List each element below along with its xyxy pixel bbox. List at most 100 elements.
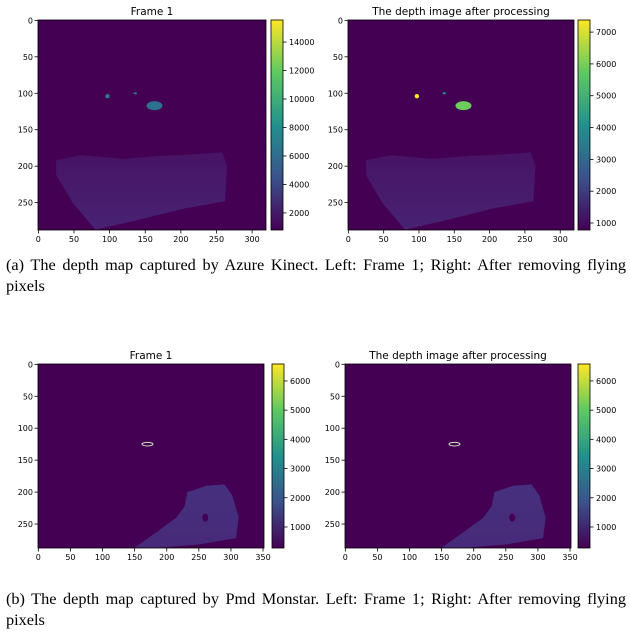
y-tick-label: 150 [18, 126, 33, 135]
object-blob [415, 94, 419, 98]
x-tick-label: 50 [379, 235, 389, 244]
x-tick-label: 100 [411, 235, 426, 244]
y-tick-label: 150 [328, 126, 343, 135]
y-tick-label: 100 [325, 424, 340, 433]
x-tick-label: 200 [173, 235, 188, 244]
object-blob [443, 92, 447, 94]
figure: Frame 1050100150200250300050100150200250… [0, 0, 630, 637]
y-tick-label: 250 [18, 520, 33, 529]
page: Frame 1050100150200250300050100150200250… [0, 0, 630, 637]
colorbar-tick-label: 6000 [290, 377, 310, 386]
colorbar-tick-label: 2000 [290, 494, 310, 503]
x-tick-label: 0 [36, 553, 41, 562]
colorbar-tick-label: 5000 [596, 406, 616, 415]
x-tick-label: 200 [159, 553, 174, 562]
y-tick-label: 0 [335, 360, 340, 369]
y-tick-label: 100 [18, 89, 33, 98]
colorbar-tick-label: 6000 [596, 377, 616, 386]
y-tick-label: 100 [18, 424, 33, 433]
x-tick-label: 300 [223, 553, 238, 562]
colorbar-tick-label: 5000 [596, 92, 616, 101]
object-blob [455, 101, 471, 110]
hole [509, 514, 515, 522]
colorbar-tick-label: 2000 [289, 209, 309, 218]
x-tick-label: 100 [95, 553, 110, 562]
colorbar-tick-label: 3000 [290, 465, 310, 474]
colorbar-tick-label: 14000 [289, 38, 314, 47]
y-tick-label: 100 [328, 89, 343, 98]
x-tick-label: 200 [482, 235, 497, 244]
y-tick-label: 250 [325, 520, 340, 529]
x-tick-label: 150 [138, 235, 153, 244]
x-tick-label: 50 [69, 235, 79, 244]
x-tick-label: 350 [562, 553, 577, 562]
colorbar-tick-label: 3000 [596, 465, 616, 474]
x-tick-label: 150 [434, 553, 449, 562]
colorbar-tick-label: 4000 [289, 180, 309, 189]
x-tick-label: 100 [402, 553, 417, 562]
y-tick-label: 50 [23, 53, 33, 62]
x-tick-label: 0 [346, 235, 351, 244]
colorbar-tick-label: 4000 [290, 435, 310, 444]
y-tick-label: 150 [18, 456, 33, 465]
x-tick-label: 300 [244, 235, 259, 244]
x-tick-label: 250 [498, 553, 513, 562]
colorbar-tick-label: 12000 [289, 67, 314, 76]
x-tick-label: 0 [343, 553, 348, 562]
x-tick-label: 200 [466, 553, 481, 562]
x-tick-label: 150 [447, 235, 462, 244]
y-tick-label: 0 [338, 16, 343, 25]
x-tick-label: 300 [530, 553, 545, 562]
panel-title: Frame 1 [131, 6, 174, 18]
y-tick-label: 250 [328, 199, 343, 208]
y-tick-label: 150 [325, 456, 340, 465]
x-tick-label: 350 [255, 553, 270, 562]
y-tick-label: 200 [325, 488, 340, 497]
colorbar-tick-label: 8000 [289, 123, 309, 132]
y-tick-label: 200 [18, 162, 33, 171]
y-tick-label: 50 [330, 392, 340, 401]
x-tick-label: 0 [36, 235, 41, 244]
colorbar-tick-label: 1000 [596, 219, 616, 228]
panel-title: The depth image after processing [371, 6, 550, 18]
x-tick-label: 250 [209, 235, 224, 244]
colorbar-tick-label: 5000 [290, 406, 310, 415]
y-tick-label: 50 [23, 392, 33, 401]
colorbar-tick-label: 1000 [290, 523, 310, 532]
panel-title: Frame 1 [130, 350, 173, 362]
panel-title: The depth image after processing [368, 350, 547, 362]
colorbar-tick-label: 7000 [596, 28, 616, 37]
y-tick-label: 200 [18, 488, 33, 497]
y-tick-label: 0 [28, 360, 33, 369]
x-tick-label: 50 [65, 553, 75, 562]
caption: (a) The depth map captured by Azure Kine… [6, 254, 626, 296]
x-tick-label: 250 [191, 553, 206, 562]
colorbar-tick-label: 6000 [596, 60, 616, 69]
x-tick-label: 150 [127, 553, 142, 562]
colorbar [578, 364, 590, 548]
colorbar [271, 20, 283, 230]
caption: (b) The depth map captured by Pmd Monsta… [6, 588, 626, 630]
x-tick-label: 50 [372, 553, 382, 562]
object-blob [133, 92, 137, 94]
colorbar [578, 20, 590, 230]
colorbar-tick-label: 3000 [596, 155, 616, 164]
y-tick-label: 250 [18, 199, 33, 208]
y-tick-label: 200 [328, 162, 343, 171]
colorbar-tick-label: 4000 [596, 435, 616, 444]
hole [202, 514, 208, 522]
colorbar-tick-label: 10000 [289, 95, 314, 104]
y-tick-label: 50 [333, 53, 343, 62]
colorbar-tick-label: 4000 [596, 124, 616, 133]
x-tick-label: 100 [102, 235, 117, 244]
object-blob [146, 101, 162, 110]
object-blob [105, 94, 109, 98]
colorbar-tick-label: 2000 [596, 187, 616, 196]
colorbar [272, 364, 284, 548]
colorbar-tick-label: 1000 [596, 523, 616, 532]
y-tick-label: 0 [28, 16, 33, 25]
colorbar-tick-label: 6000 [289, 152, 309, 161]
x-tick-label: 300 [553, 235, 568, 244]
colorbar-tick-label: 2000 [596, 494, 616, 503]
x-tick-label: 250 [517, 235, 532, 244]
